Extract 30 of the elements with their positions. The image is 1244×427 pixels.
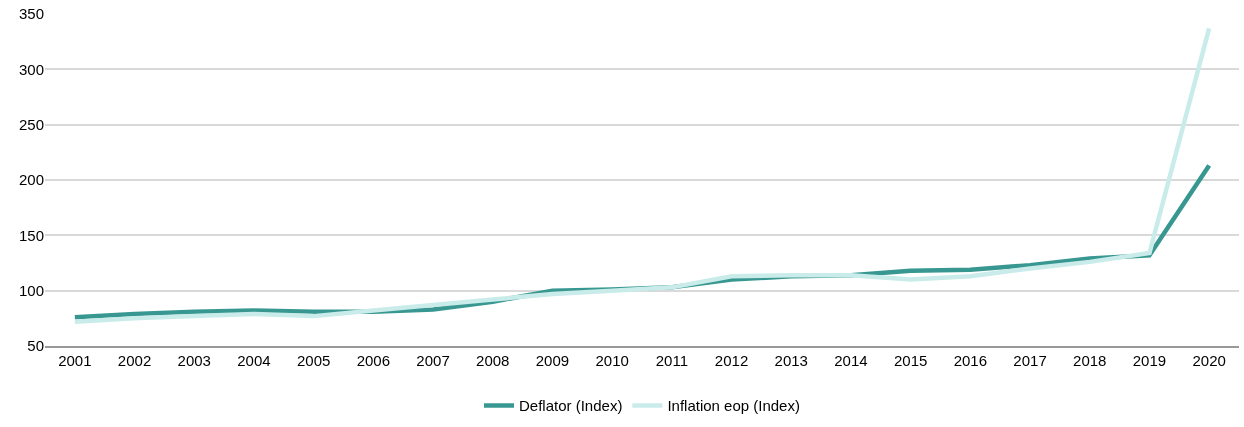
legend-label: Inflation eop (Index) xyxy=(667,397,800,415)
y-tick-label: 200 xyxy=(18,171,44,189)
y-tick-label: 150 xyxy=(18,226,44,244)
x-tick-label: 2009 xyxy=(535,352,570,369)
x-tick-label: 2005 xyxy=(296,352,331,369)
legend-label: Deflator (Index) xyxy=(519,397,623,415)
x-tick-label: 2018 xyxy=(1073,352,1107,369)
x-tick-label: 2020 xyxy=(1192,352,1226,369)
line-series xyxy=(72,26,1212,324)
x-tick-label: 2013 xyxy=(774,352,808,369)
x-tick-label: 2012 xyxy=(714,352,749,369)
y-tick-label: 350 xyxy=(18,5,44,23)
x-tick-label: 2007 xyxy=(416,352,450,369)
x-tick-label: 2011 xyxy=(655,352,688,369)
y-tick-label: 50 xyxy=(27,337,44,355)
x-tick-label: 2014 xyxy=(834,352,868,369)
x-tick-label: 2003 xyxy=(177,352,211,369)
x-tick-label: 2015 xyxy=(893,352,928,369)
y-tick-label: 300 xyxy=(18,60,44,78)
y-tick-label: 250 xyxy=(18,115,44,133)
x-tick-label: 2004 xyxy=(237,352,271,369)
x-tick-label: 2016 xyxy=(953,352,988,369)
x-tick-label: 2019 xyxy=(1132,352,1167,369)
x-tick-label: 2008 xyxy=(476,352,510,369)
x-tick-label: 2017 xyxy=(1013,352,1047,369)
y-tick-label: 100 xyxy=(18,281,44,299)
x-tick-label: 2006 xyxy=(356,352,391,369)
x-tick-label: 2002 xyxy=(117,352,152,369)
x-tick-label: 2001 xyxy=(58,352,92,369)
x-tick-label: 2010 xyxy=(595,352,629,369)
